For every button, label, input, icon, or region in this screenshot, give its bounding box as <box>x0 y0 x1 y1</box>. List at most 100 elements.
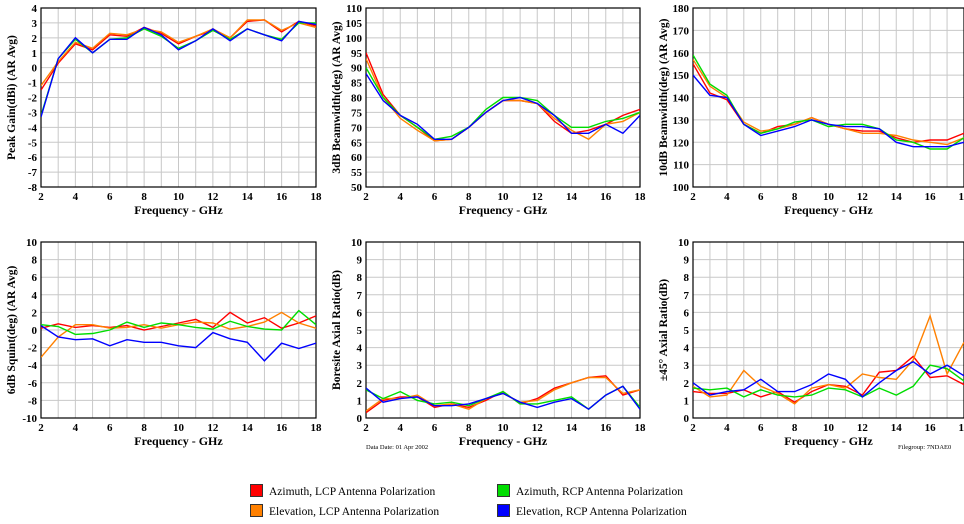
x-tick-label: 12 <box>207 422 219 434</box>
x-tick-label: 18 <box>311 191 323 203</box>
y-tick-label: 170 <box>673 25 690 37</box>
x-tick-label: 8 <box>141 191 147 203</box>
x-tick-label: 4 <box>724 422 730 434</box>
data-date-note: Data Date: 01 Apr 2002 <box>366 444 428 451</box>
x-tick-label: 18 <box>959 422 964 434</box>
y-tick-label: 100 <box>673 182 690 194</box>
x-tick-label: 18 <box>311 422 323 434</box>
y-tick-label: 4 <box>684 343 690 355</box>
series-line-azimuth-rcp <box>693 364 964 398</box>
y-tick-label: 6 <box>357 307 363 319</box>
plot-frame <box>365 241 641 419</box>
y-tick-label: 90 <box>351 63 363 75</box>
x-tick-label: 8 <box>466 422 472 434</box>
y-tick-label: 50 <box>351 182 363 194</box>
chart-6db-squint: -10 -8 -6 -4 -2 0 2 4 6 8 10 2 4 6 8 10 12 14 16 18 Frequenc… <box>6 237 322 448</box>
y-tick-label: -2 <box>28 93 38 105</box>
y-tick-label: 8 <box>684 272 690 284</box>
y-tick-label: 4 <box>357 343 363 355</box>
y-tick-label: 0 <box>684 413 690 425</box>
y-tick-label: 2 <box>32 307 38 319</box>
y-axis-label: ±45° Axial Ratio(dB) <box>658 279 670 381</box>
y-tick-label: 3 <box>32 18 38 30</box>
y-tick-label: 130 <box>673 115 690 127</box>
x-tick-label: 14 <box>242 191 254 203</box>
x-tick-label: 2 <box>690 422 696 434</box>
y-tick-label: 60 <box>351 152 363 164</box>
x-tick-label: 18 <box>635 191 647 203</box>
x-tick-label: 10 <box>173 422 185 434</box>
x-tick-label: 6 <box>758 191 764 203</box>
y-tick-label: 10 <box>678 237 690 249</box>
legend-item-azimuth-lcp: Azimuth, LCP Antenna Polarization <box>250 484 435 498</box>
chart-10db-beamwidth: 100 110 120 130 140 150 160 170 180 2 4 6 8 10 12 14 16 1… <box>658 3 964 217</box>
x-tick-label: 2 <box>363 191 369 203</box>
legend-label: Elevation, RCP Antenna Polarization <box>516 506 687 518</box>
x-axis-label: Frequency - GHz <box>459 434 548 448</box>
y-tick-label: 65 <box>351 137 363 149</box>
x-tick-label: 14 <box>242 422 254 434</box>
y-tick-label: -10 <box>22 413 37 425</box>
x-tick-label: 10 <box>498 422 510 434</box>
x-tick-label: 14 <box>566 422 578 434</box>
plot-frame <box>40 241 317 419</box>
y-tick-label: 2 <box>32 33 38 45</box>
y-tick-label: -6 <box>28 378 38 390</box>
plot-frame <box>40 7 317 188</box>
series-line-azimuth-lcp <box>41 311 316 331</box>
y-tick-label: -5 <box>28 137 38 149</box>
y-tick-label: 7 <box>684 290 690 302</box>
y-tick-label: 10 <box>351 237 363 249</box>
y-axis-label: Boresite Axial Ratio(dB) <box>331 270 343 390</box>
y-tick-label: 1 <box>32 48 38 60</box>
y-tick-label: 3 <box>357 360 363 372</box>
y-tick-label: 5 <box>357 325 363 337</box>
x-tick-label: 14 <box>891 191 903 203</box>
series-line-elevation-rcp <box>41 325 316 362</box>
y-tick-label: 160 <box>673 48 690 60</box>
plot-frame <box>692 241 964 419</box>
legend-swatch-orange <box>250 504 263 517</box>
x-tick-label: 18 <box>959 191 964 203</box>
x-tick-label: 10 <box>823 422 835 434</box>
y-tick-label: 8 <box>357 272 363 284</box>
series-line-elevation-rcp <box>693 360 964 398</box>
x-tick-label: 8 <box>141 422 147 434</box>
legend-swatch-green <box>497 484 510 497</box>
legend-item-elevation-rcp: Elevation, RCP Antenna Polarization <box>497 504 687 518</box>
x-axis-label: Frequency - GHz <box>459 203 548 217</box>
y-tick-label: 70 <box>351 122 363 134</box>
x-tick-label: 2 <box>38 191 44 203</box>
x-tick-label: 16 <box>925 191 937 203</box>
y-tick-label: -4 <box>28 122 38 134</box>
x-tick-label: 10 <box>498 191 510 203</box>
y-tick-label: -2 <box>28 343 38 355</box>
x-tick-label: 18 <box>635 422 647 434</box>
y-axis-label: 6dB Squint(deg) (AR Avg) <box>6 266 18 395</box>
x-tick-label: 12 <box>857 191 869 203</box>
x-axis-label: Frequency - GHz <box>134 434 223 448</box>
filegroup-note: Filegroup: 7NDAE0 <box>898 444 951 451</box>
x-tick-label: 2 <box>363 422 369 434</box>
y-tick-label: 10 <box>26 237 38 249</box>
y-tick-label: 150 <box>673 70 690 82</box>
y-tick-label: 95 <box>351 48 363 60</box>
x-tick-label: 8 <box>466 191 472 203</box>
x-tick-label: 4 <box>724 191 730 203</box>
legend-swatch-red <box>250 484 263 497</box>
y-tick-label: -6 <box>28 152 38 164</box>
x-axis-label: Frequency - GHz <box>784 434 873 448</box>
plot-frame <box>692 7 964 188</box>
y-tick-label: -4 <box>28 360 38 372</box>
series-line-azimuth-rcp <box>366 67 640 141</box>
plot-frame <box>365 7 641 188</box>
y-tick-label: 7 <box>357 290 363 302</box>
series-line-elevation-rcp <box>366 73 640 141</box>
legend-label: Azimuth, RCP Antenna Polarization <box>516 486 683 498</box>
x-tick-label: 4 <box>398 191 404 203</box>
y-tick-label: 5 <box>684 325 690 337</box>
x-tick-label: 14 <box>891 422 903 434</box>
